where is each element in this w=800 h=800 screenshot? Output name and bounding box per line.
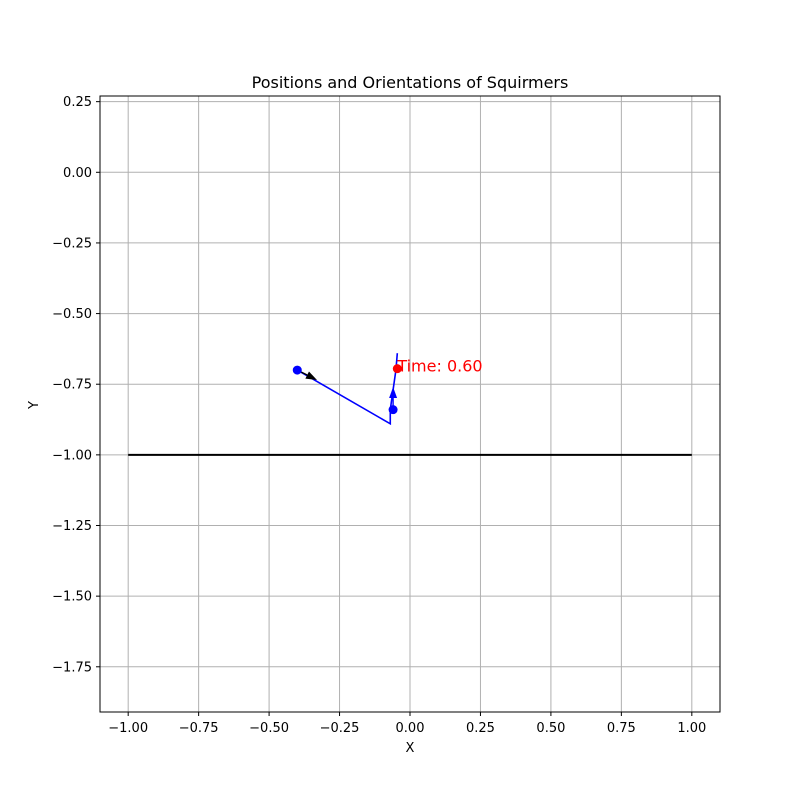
- x-tick-label: −0.50: [249, 721, 289, 736]
- chart-title: Positions and Orientations of Squirmers: [252, 73, 569, 92]
- time-annotation: Time: 0.60: [396, 357, 482, 376]
- y-tick-label: 0.00: [63, 166, 92, 181]
- x-tick-label: 0.00: [396, 721, 425, 736]
- y-axis-label: Y: [27, 401, 42, 410]
- x-tick-label: −0.75: [179, 721, 219, 736]
- y-tick-label: −1.25: [52, 519, 92, 534]
- x-tick-label: 0.75: [607, 721, 636, 736]
- x-tick-label: 0.50: [536, 721, 565, 736]
- y-tick-label: −1.75: [52, 660, 92, 675]
- x-tick-label: 0.25: [466, 721, 495, 736]
- squirmer-marker: [293, 366, 302, 375]
- x-tick-label: 1.00: [677, 721, 706, 736]
- y-tick-label: −1.50: [52, 590, 92, 605]
- x-tick-label: −0.25: [320, 721, 360, 736]
- y-tick-label: 0.25: [63, 95, 92, 110]
- y-tick-label: −1.00: [52, 448, 92, 463]
- x-axis-label: X: [406, 741, 415, 756]
- y-tick-label: −0.25: [52, 236, 92, 251]
- y-tick-label: −0.50: [52, 307, 92, 322]
- y-tick-label: −0.75: [52, 378, 92, 393]
- x-tick-label: −1.00: [108, 721, 148, 736]
- squirmer-marker: [389, 405, 398, 414]
